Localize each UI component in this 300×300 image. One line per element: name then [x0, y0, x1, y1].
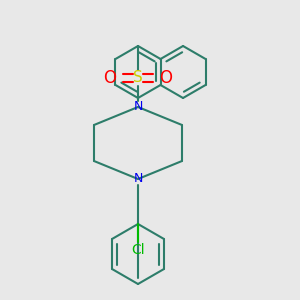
Text: Cl: Cl	[131, 243, 145, 257]
Text: O: O	[103, 69, 116, 87]
Text: N: N	[133, 100, 143, 113]
Text: S: S	[133, 70, 143, 86]
Text: O: O	[160, 69, 172, 87]
Text: N: N	[133, 172, 143, 185]
